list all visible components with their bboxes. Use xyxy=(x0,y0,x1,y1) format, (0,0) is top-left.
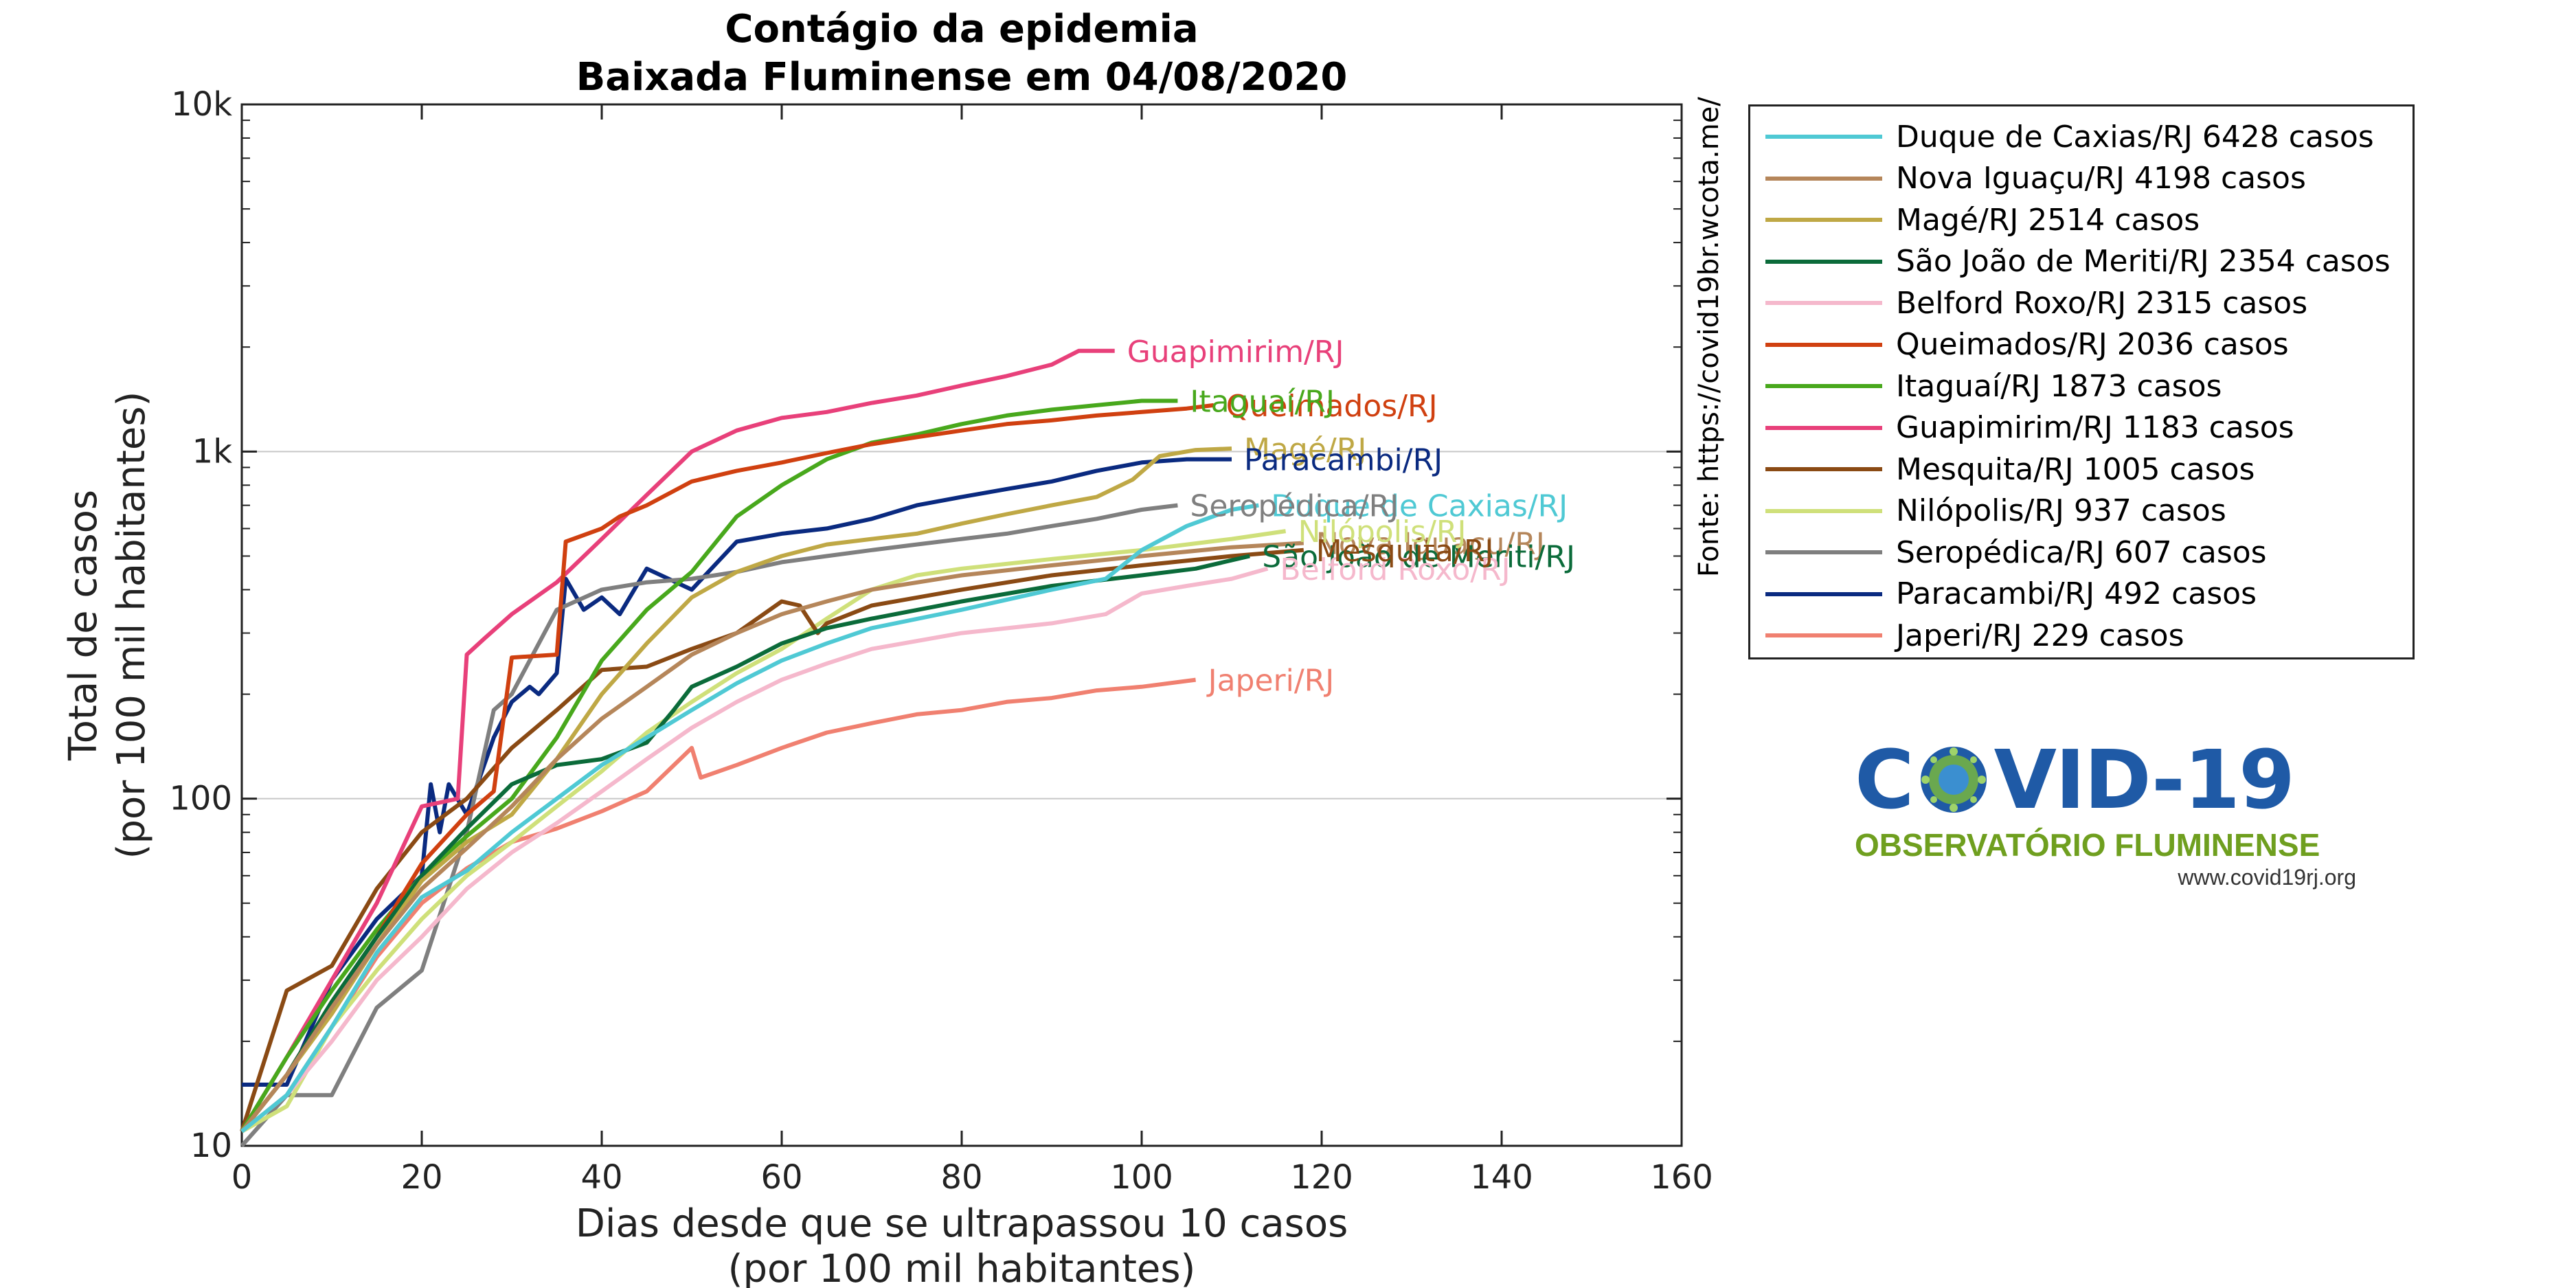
x-tick-label: 160 xyxy=(1650,1158,1713,1197)
series-line-9 xyxy=(240,529,1287,1133)
legend-item: Nilópolis/RJ 937 casos xyxy=(1750,490,2226,532)
series-line-8 xyxy=(240,547,1304,1133)
chart-subtitle: Baixada Fluminense em 04/08/2020 xyxy=(576,55,1348,100)
x-axis-label: Dias desde que se ultrapassou 10 casos xyxy=(576,1201,1348,1246)
x-tick-label: 140 xyxy=(1470,1158,1533,1197)
y-tick-label: 100 xyxy=(169,780,232,818)
series-end-label: Duque de Caxias/RJ xyxy=(1271,489,1568,524)
series-end-label: Paracambi/RJ xyxy=(1244,443,1443,478)
chart-title: Contágio da epidemia xyxy=(725,7,1199,52)
legend-swatch xyxy=(1765,508,1882,513)
legend-item: Queimados/RJ 2036 casos xyxy=(1750,324,2289,365)
series-line-5 xyxy=(240,403,1214,1133)
legend-swatch xyxy=(1765,218,1882,222)
y-tick-label: 10k xyxy=(171,85,232,124)
x-tick-label: 0 xyxy=(231,1158,253,1197)
legend-label: Duque de Caxias/RJ 6428 casos xyxy=(1896,119,2374,155)
legend-swatch xyxy=(1765,342,1882,347)
x-tick-label: 120 xyxy=(1290,1158,1353,1197)
legend-item: Itaguaí/RJ 1873 casos xyxy=(1750,365,2222,407)
legend-swatch xyxy=(1765,591,1882,596)
series-end-label: Nova Iguaçu/RJ xyxy=(1316,527,1545,562)
legend-swatch xyxy=(1765,135,1882,139)
legend-label: Mesquita/RJ 1005 casos xyxy=(1896,451,2255,487)
legend-label: Guapimirim/RJ 1183 casos xyxy=(1896,410,2294,445)
legend-label: Seropédica/RJ 607 casos xyxy=(1896,534,2267,570)
legend-label: Nova Iguaçu/RJ 4198 casos xyxy=(1896,161,2306,196)
series-end-label: Queimados/RJ xyxy=(1226,389,1438,424)
y-tick-label: 10 xyxy=(190,1127,232,1165)
source-note: Fonte: https://covid19br.wcota.me/ xyxy=(1693,97,1725,577)
legend-label: Nilópolis/RJ 937 casos xyxy=(1896,493,2226,528)
legend-item: Belford Roxo/RJ 2315 casos xyxy=(1750,282,2307,324)
legend-item: Mesquita/RJ 1005 casos xyxy=(1750,449,2255,490)
series-end-label: Itaguaí/RJ xyxy=(1190,384,1335,419)
legend-item: Japeri/RJ 229 casos xyxy=(1750,615,2184,656)
legend-swatch xyxy=(1765,425,1882,430)
series-end-label: Nilópolis/RJ xyxy=(1298,515,1467,550)
x-tick-label: 100 xyxy=(1110,1158,1173,1197)
legend-label: São João de Meriti/RJ 2354 casos xyxy=(1896,244,2391,279)
legend-swatch xyxy=(1765,633,1882,637)
legend-item: Duque de Caxias/RJ 6428 casos xyxy=(1750,116,2374,157)
x-tick-label: 20 xyxy=(400,1158,442,1197)
series-line-10 xyxy=(240,503,1178,1147)
series-line-1 xyxy=(240,541,1304,1133)
x-tick-label: 80 xyxy=(940,1158,982,1197)
series-line-4 xyxy=(240,566,1269,1133)
logo-url: www.covid19rj.org xyxy=(2178,865,2356,890)
y-tick-label: 1k xyxy=(192,432,233,471)
legend-item: Guapimirim/RJ 1183 casos xyxy=(1750,407,2294,449)
series-line-6 xyxy=(240,398,1178,1133)
legend-label: Magé/RJ 2514 casos xyxy=(1896,202,2200,238)
logo-vid19: VID-19 xyxy=(1993,732,2296,827)
series-end-label: Guapimirim/RJ xyxy=(1127,335,1344,370)
series-end-label: Belford Roxo/RJ xyxy=(1280,552,1510,587)
legend-swatch xyxy=(1765,467,1882,471)
x-axis-label-units: (por 100 mil habitantes) xyxy=(728,1247,1196,1288)
y-axis-label: Total de casos xyxy=(61,490,106,761)
virus-icon xyxy=(1920,747,1987,813)
plot-frame xyxy=(240,103,1683,1147)
x-tick-label: 60 xyxy=(760,1158,802,1197)
series-line-12 xyxy=(240,677,1196,1133)
series-end-label: Japeri/RJ xyxy=(1206,664,1335,699)
legend-swatch xyxy=(1765,259,1882,264)
series-end-label: São João de Meriti/RJ xyxy=(1262,539,1575,574)
series-line-7 xyxy=(240,348,1115,1133)
legend-swatch xyxy=(1765,301,1882,305)
legend-swatch xyxy=(1765,384,1882,388)
legend-swatch xyxy=(1765,176,1882,181)
covid19-logo: C VID-19 OBSERVATÓRIO FLUMINENSE www.cov… xyxy=(1855,738,2377,903)
chart-legend: Duque de Caxias/RJ 6428 casos Nova Iguaçu… xyxy=(1748,104,2415,659)
legend-label: Itaguaí/RJ 1873 casos xyxy=(1896,368,2222,404)
series-line-2 xyxy=(240,447,1232,1133)
series-end-label: Magé/RJ xyxy=(1244,432,1366,467)
legend-label: Belford Roxo/RJ 2315 casos xyxy=(1896,285,2308,321)
series-end-label: Seropédica/RJ xyxy=(1190,489,1399,524)
legend-item: Magé/RJ 2514 casos xyxy=(1750,199,2200,240)
legend-label: Japeri/RJ 229 casos xyxy=(1896,618,2184,653)
legend-item: São João de Meriti/RJ 2354 casos xyxy=(1750,241,2391,282)
legend-item: Paracambi/RJ 492 casos xyxy=(1750,574,2257,615)
series-line-11 xyxy=(242,457,1232,1087)
x-tick-label: 40 xyxy=(580,1158,622,1197)
series-end-label: Mesquita/RJ xyxy=(1316,534,1494,569)
legend-swatch xyxy=(1765,550,1882,554)
legend-item: Nova Iguaçu/RJ 4198 casos xyxy=(1750,158,2306,199)
legend-label: Paracambi/RJ 492 casos xyxy=(1896,576,2257,611)
logo-c: C xyxy=(1855,732,1914,827)
series-line-3 xyxy=(240,554,1250,1133)
series-line-0 xyxy=(240,503,1259,1133)
y-axis-label-units: (por 100 mil habitantes) xyxy=(109,392,154,859)
legend-item: Seropédica/RJ 607 casos xyxy=(1750,532,2267,573)
logo-subtitle: OBSERVATÓRIO FLUMINENSE xyxy=(1855,827,2320,863)
legend-label: Queimados/RJ 2036 casos xyxy=(1896,327,2289,362)
